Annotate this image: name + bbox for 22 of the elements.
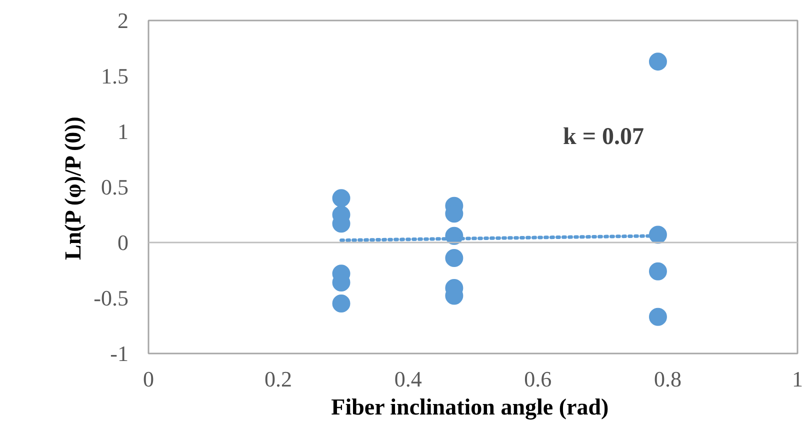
- x-axis-title: Fiber inclination angle (rad): [331, 394, 609, 420]
- annotation: k = 0.07: [562, 124, 644, 150]
- x-tick-label: 0.2: [264, 366, 292, 392]
- point: [648, 52, 667, 71]
- x-tick-label: 0.4: [394, 366, 422, 392]
- y-tick-label: 1: [118, 119, 128, 144]
- x-tick-label: 0: [143, 366, 154, 392]
- y-tick-label: -1: [110, 341, 128, 366]
- x-tick-label: 0.8: [654, 366, 682, 392]
- point: [332, 189, 350, 208]
- point: [648, 262, 667, 280]
- x-tick-label: 1: [792, 366, 803, 392]
- y-tick-label: 1.5: [101, 64, 128, 88]
- point: [648, 308, 667, 326]
- point: [332, 294, 350, 313]
- y-axis-title: Ln(P (φ)/P (0)): [60, 116, 86, 260]
- x-tick-label: 0.6: [524, 366, 552, 392]
- y-tick-label: 0: [118, 230, 128, 255]
- y-tick-label: -0.5: [94, 286, 128, 310]
- y-tick-label: 2: [118, 8, 128, 33]
- point: [445, 249, 464, 268]
- y-tick-label: 0.5: [101, 174, 128, 200]
